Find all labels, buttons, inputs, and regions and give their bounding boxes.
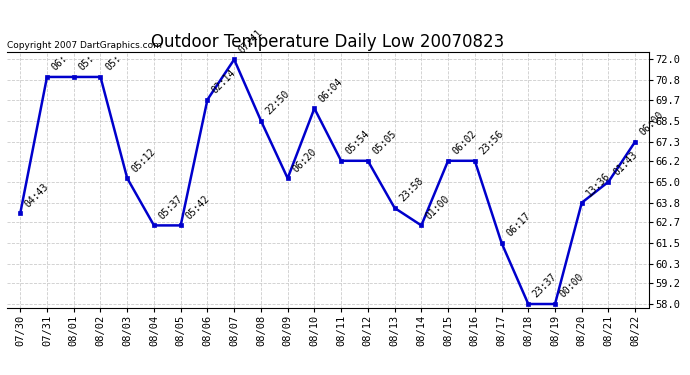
Text: 06:: 06: bbox=[50, 53, 69, 73]
Text: 04:43: 04:43 bbox=[23, 181, 51, 209]
Text: 06:00: 06:00 bbox=[638, 110, 666, 137]
Text: 23:56: 23:56 bbox=[477, 129, 506, 157]
Text: 05:: 05: bbox=[104, 53, 123, 73]
Text: 22:50: 22:50 bbox=[264, 88, 292, 117]
Text: 13:36: 13:36 bbox=[584, 171, 613, 198]
Text: 00:00: 00:00 bbox=[558, 272, 586, 300]
Text: 05:42: 05:42 bbox=[184, 194, 211, 221]
Text: 05:54: 05:54 bbox=[344, 129, 372, 157]
Text: 06:17: 06:17 bbox=[504, 211, 532, 239]
Text: 23:37: 23:37 bbox=[531, 272, 559, 300]
Text: 06:02: 06:02 bbox=[451, 129, 479, 157]
Text: 06:20: 06:20 bbox=[290, 146, 318, 174]
Title: Outdoor Temperature Daily Low 20070823: Outdoor Temperature Daily Low 20070823 bbox=[151, 33, 504, 51]
Text: 05:37: 05:37 bbox=[157, 194, 185, 221]
Text: 01:43: 01:43 bbox=[611, 150, 639, 178]
Text: 05:: 05: bbox=[77, 53, 96, 73]
Text: 06:04: 06:04 bbox=[317, 76, 345, 104]
Text: 23:58: 23:58 bbox=[397, 176, 425, 204]
Text: 05:12: 05:12 bbox=[130, 146, 158, 174]
Text: Copyright 2007 DartGraphics.com: Copyright 2007 DartGraphics.com bbox=[7, 41, 161, 50]
Text: 02:14: 02:14 bbox=[210, 68, 238, 96]
Text: 07:41: 07:41 bbox=[237, 27, 265, 56]
Text: 05:05: 05:05 bbox=[371, 129, 399, 157]
Text: 01:00: 01:00 bbox=[424, 194, 452, 221]
